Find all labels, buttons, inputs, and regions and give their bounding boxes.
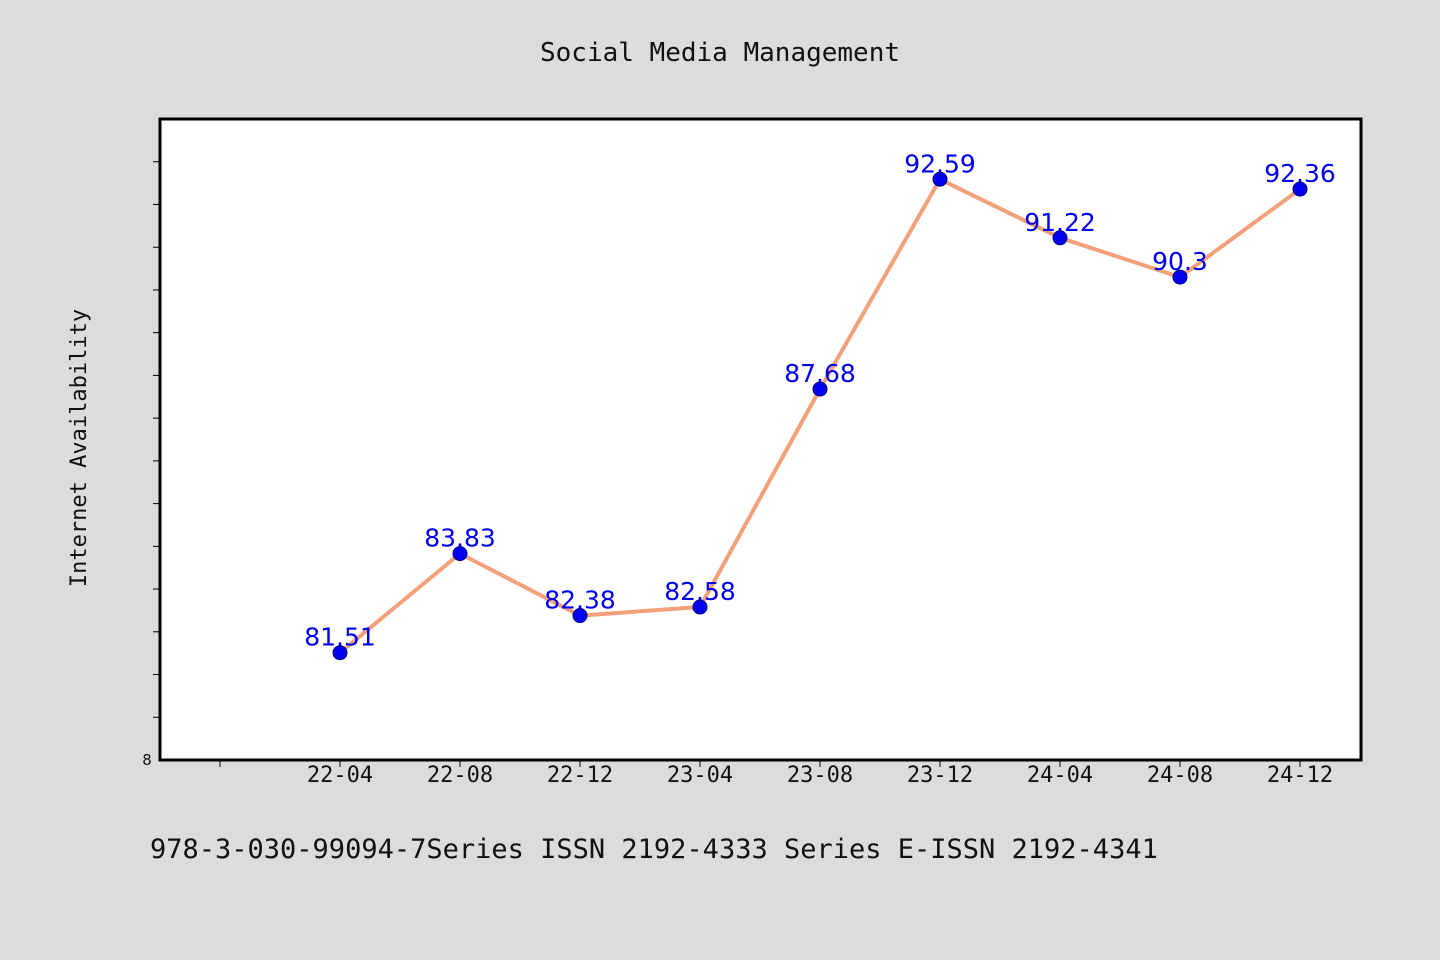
y-axis-label: Internet Availability	[67, 309, 92, 587]
data-point[interactable]	[452, 546, 468, 562]
data-point[interactable]	[332, 645, 348, 661]
data-label: 82.38	[544, 586, 616, 615]
data-point[interactable]	[812, 381, 828, 397]
x-tick-label: 23-12	[907, 763, 973, 788]
x-tick-label: 23-04	[667, 763, 733, 788]
data-label: 90.3	[1152, 247, 1208, 276]
x-tick-label: 24-08	[1147, 763, 1213, 788]
chart-title: Social Media Management	[540, 38, 900, 68]
data-point[interactable]	[1172, 269, 1188, 285]
data-point[interactable]	[1292, 181, 1308, 197]
data-label: 87.68	[784, 359, 856, 388]
y-tick-label: 8	[142, 751, 152, 769]
data-label: 91.22	[1024, 208, 1096, 237]
data-label: 92.59	[904, 149, 976, 178]
data-label: 81.51	[304, 623, 376, 652]
x-tick-label: 22-12	[547, 763, 613, 788]
x-tick-label: 24-04	[1027, 763, 1093, 788]
data-label: 83.83	[424, 524, 496, 553]
data-label: 82.58	[664, 577, 736, 606]
data-label: 92.36	[1264, 159, 1336, 188]
x-tick-label: 23-08	[787, 763, 853, 788]
x-tick-label: 22-08	[427, 763, 493, 788]
data-point[interactable]	[572, 608, 588, 624]
data-point[interactable]	[1052, 230, 1068, 246]
x-tick-label: 22-04	[307, 763, 373, 788]
plot-area	[158, 117, 1363, 762]
footer-text: 978-3-030-99094-7Series ISSN 2192-4333 S…	[150, 834, 1158, 865]
x-tick-label: 24-12	[1267, 763, 1333, 788]
data-point[interactable]	[692, 599, 708, 615]
data-point[interactable]	[932, 171, 948, 187]
